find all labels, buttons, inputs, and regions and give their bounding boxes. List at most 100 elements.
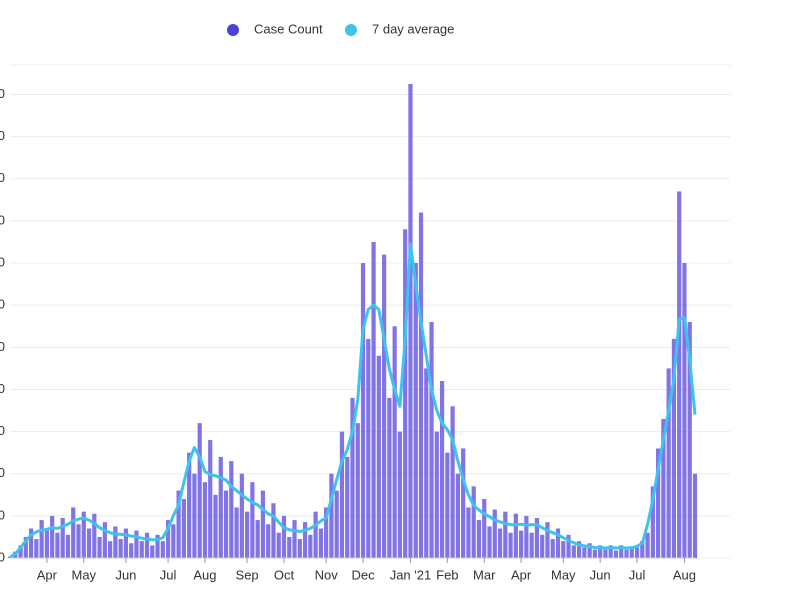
bar — [613, 550, 619, 558]
x-tick-label: Mar — [473, 567, 496, 582]
bar — [324, 507, 329, 558]
bar — [429, 322, 434, 558]
bar — [624, 549, 629, 558]
bar — [656, 448, 661, 558]
bar — [229, 461, 234, 558]
bar — [213, 494, 218, 558]
bar — [692, 473, 698, 558]
legend-label: 7 day average — [372, 21, 454, 36]
bar — [397, 431, 403, 558]
bar — [487, 526, 492, 558]
bar — [297, 539, 302, 558]
bar — [645, 532, 650, 558]
bar — [50, 515, 55, 558]
bar — [450, 406, 455, 558]
bar — [208, 440, 213, 558]
x-tick-label: Aug — [193, 567, 216, 582]
bar — [650, 486, 655, 558]
bar — [150, 545, 155, 558]
bar — [482, 499, 487, 558]
bar — [608, 545, 613, 558]
bar — [165, 520, 171, 558]
bar — [308, 534, 313, 558]
legend-marker — [345, 24, 357, 36]
bar — [192, 473, 197, 558]
bar — [508, 532, 513, 558]
bar — [239, 473, 244, 558]
bar — [292, 520, 297, 558]
x-tick-label: Oct — [274, 567, 295, 582]
bar — [245, 511, 250, 558]
bar — [86, 528, 92, 558]
bar — [677, 191, 682, 558]
bar — [534, 517, 540, 558]
bar — [108, 541, 113, 558]
bar — [434, 431, 439, 558]
bar — [439, 381, 445, 558]
y-tick-label: 400 — [0, 381, 5, 396]
y-tick-label: 0 — [0, 549, 5, 564]
bar — [476, 520, 482, 558]
x-tick-label: Jun — [590, 567, 611, 582]
bar — [271, 503, 276, 558]
bar — [455, 473, 460, 558]
x-tick-label: Apr — [511, 567, 532, 582]
bar — [339, 431, 345, 558]
y-tick-label: 200 — [0, 465, 5, 480]
x-tick-label: Jun — [115, 567, 136, 582]
bar — [555, 528, 561, 558]
bar — [418, 212, 424, 558]
bar — [123, 528, 129, 558]
bar — [55, 532, 60, 558]
y-tick-label: 100 — [0, 507, 5, 522]
bar — [503, 511, 508, 558]
bar — [97, 536, 102, 558]
legend-marker — [227, 24, 239, 36]
bar — [250, 482, 255, 558]
bar — [461, 448, 466, 558]
bar — [682, 263, 687, 558]
bar — [519, 530, 524, 558]
bar — [187, 452, 192, 558]
average-line — [9, 242, 697, 559]
x-tick-label: Aug — [673, 567, 696, 582]
bar — [587, 543, 592, 558]
bar — [223, 490, 229, 558]
bar — [7, 556, 13, 558]
bar — [129, 543, 134, 558]
bar — [360, 263, 366, 558]
bar — [661, 418, 666, 558]
bar — [566, 534, 571, 558]
y-tick-label: 600 — [0, 297, 5, 312]
y-tick-label: 800 — [0, 212, 5, 227]
bar — [281, 515, 287, 558]
bar — [92, 513, 97, 558]
bar — [118, 539, 123, 558]
x-tick-label: May — [71, 567, 96, 582]
x-tick-label: Sep — [236, 567, 259, 582]
bar — [276, 532, 281, 558]
bar — [39, 520, 44, 558]
bar — [687, 322, 692, 558]
bar — [302, 522, 308, 558]
x-tick-label: Nov — [315, 567, 339, 582]
bar — [160, 541, 165, 558]
x-tick-label: Feb — [436, 567, 458, 582]
bar — [619, 545, 624, 558]
y-tick-label: 1100 — [0, 86, 5, 101]
bar — [576, 541, 582, 558]
bar — [640, 541, 645, 558]
bar — [529, 532, 534, 558]
bar — [81, 511, 86, 558]
bar — [202, 482, 208, 558]
x-tick-label: Jul — [629, 567, 646, 582]
bar — [266, 524, 271, 558]
bar — [424, 368, 429, 558]
bar — [492, 509, 497, 558]
bar — [34, 539, 39, 558]
bar — [71, 507, 76, 558]
bar — [445, 452, 450, 558]
bar — [387, 397, 392, 558]
bar — [139, 541, 144, 558]
